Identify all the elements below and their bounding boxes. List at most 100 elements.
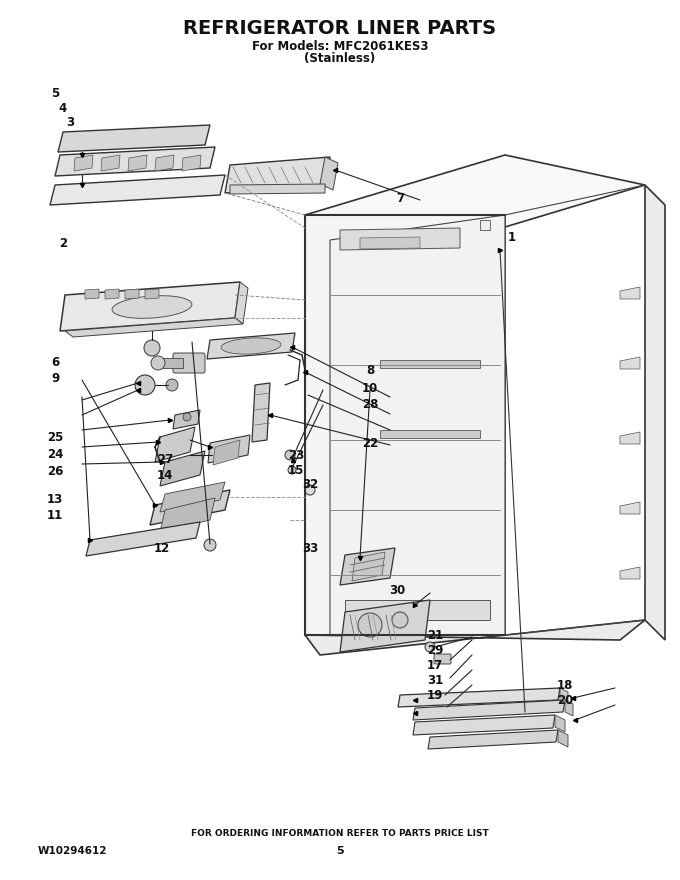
Polygon shape [155, 155, 174, 171]
Polygon shape [85, 289, 99, 299]
Text: 5: 5 [336, 846, 344, 856]
Polygon shape [128, 155, 147, 171]
Text: 25: 25 [47, 430, 63, 444]
Polygon shape [125, 289, 139, 299]
Polygon shape [182, 155, 201, 171]
Polygon shape [558, 730, 568, 747]
Circle shape [425, 642, 435, 652]
Polygon shape [173, 410, 200, 429]
Polygon shape [145, 289, 159, 299]
Text: 33: 33 [302, 541, 318, 554]
Polygon shape [105, 289, 119, 299]
Text: 11: 11 [47, 509, 63, 522]
Text: 7: 7 [396, 192, 404, 204]
Text: 13: 13 [47, 493, 63, 505]
Polygon shape [235, 282, 248, 324]
Polygon shape [620, 287, 640, 299]
Circle shape [151, 356, 165, 370]
Polygon shape [320, 157, 338, 190]
Polygon shape [620, 357, 640, 369]
Polygon shape [428, 730, 558, 749]
Text: 19: 19 [427, 688, 443, 701]
Text: For Models: MFC2061KES3: For Models: MFC2061KES3 [252, 40, 428, 53]
Polygon shape [340, 548, 395, 585]
Polygon shape [413, 700, 565, 720]
Text: 4: 4 [59, 101, 67, 114]
Text: (Stainless): (Stainless) [305, 52, 375, 64]
Polygon shape [305, 155, 645, 245]
Circle shape [135, 375, 155, 395]
Polygon shape [360, 237, 420, 249]
Polygon shape [645, 185, 665, 640]
Text: FOR ORDERING INFORMATION REFER TO PARTS PRICE LIST: FOR ORDERING INFORMATION REFER TO PARTS … [191, 828, 489, 838]
Circle shape [183, 413, 191, 421]
Polygon shape [340, 228, 460, 250]
Text: 32: 32 [302, 478, 318, 490]
Polygon shape [207, 333, 295, 359]
Polygon shape [65, 318, 243, 337]
Circle shape [288, 466, 296, 474]
Ellipse shape [221, 338, 281, 354]
Polygon shape [330, 215, 505, 635]
Circle shape [166, 379, 178, 391]
Circle shape [285, 450, 295, 460]
Text: 27: 27 [157, 452, 173, 466]
FancyBboxPatch shape [434, 654, 451, 664]
Polygon shape [150, 490, 230, 525]
Polygon shape [565, 700, 573, 716]
Polygon shape [305, 215, 505, 635]
Text: W10294612: W10294612 [38, 846, 107, 856]
Text: 1: 1 [508, 231, 516, 244]
Polygon shape [162, 358, 183, 368]
Polygon shape [555, 715, 565, 732]
Polygon shape [380, 430, 480, 438]
Text: 17: 17 [427, 658, 443, 671]
Polygon shape [480, 220, 490, 230]
Polygon shape [252, 383, 270, 442]
Circle shape [358, 613, 382, 637]
Text: 2: 2 [59, 237, 67, 250]
Text: 18: 18 [557, 678, 573, 692]
Ellipse shape [112, 296, 192, 319]
Text: 24: 24 [47, 448, 63, 460]
Polygon shape [620, 567, 640, 579]
Polygon shape [413, 715, 555, 735]
Polygon shape [101, 155, 120, 171]
Polygon shape [352, 552, 385, 581]
Text: 22: 22 [362, 436, 378, 450]
Circle shape [144, 340, 160, 356]
Text: 31: 31 [427, 673, 443, 686]
Polygon shape [160, 498, 215, 532]
Text: 6: 6 [51, 356, 59, 369]
Polygon shape [225, 157, 330, 193]
Circle shape [204, 539, 216, 551]
Polygon shape [160, 482, 225, 512]
Circle shape [305, 485, 315, 495]
Polygon shape [74, 155, 93, 171]
Polygon shape [208, 435, 250, 463]
Text: REFRIGERATOR LINER PARTS: REFRIGERATOR LINER PARTS [184, 18, 496, 38]
Text: 23: 23 [288, 449, 304, 461]
Text: 30: 30 [389, 583, 405, 597]
Polygon shape [620, 502, 640, 514]
Text: 10: 10 [362, 382, 378, 394]
Polygon shape [340, 600, 430, 652]
Text: 14: 14 [157, 468, 173, 481]
Text: 9: 9 [51, 371, 59, 385]
Polygon shape [86, 522, 200, 556]
Polygon shape [380, 360, 480, 368]
Polygon shape [560, 688, 568, 704]
Polygon shape [50, 175, 225, 205]
Text: 8: 8 [366, 363, 374, 377]
Polygon shape [230, 184, 325, 194]
Polygon shape [58, 125, 210, 152]
Polygon shape [55, 147, 215, 176]
Text: 29: 29 [427, 643, 443, 656]
Text: 20: 20 [557, 693, 573, 707]
Polygon shape [305, 620, 645, 655]
FancyBboxPatch shape [173, 353, 205, 373]
Polygon shape [620, 432, 640, 444]
Text: 3: 3 [66, 115, 74, 128]
Polygon shape [60, 282, 240, 331]
Polygon shape [155, 427, 195, 462]
